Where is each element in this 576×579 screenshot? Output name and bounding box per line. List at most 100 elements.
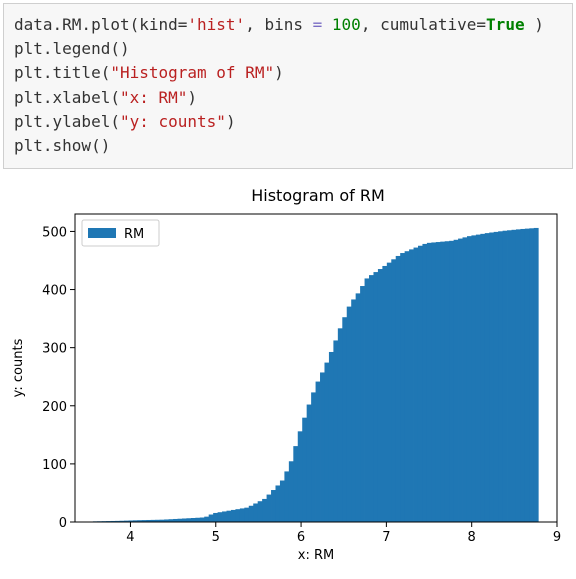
histogram-bar xyxy=(230,509,236,522)
histogram-bar xyxy=(382,265,388,522)
histogram-bar xyxy=(150,519,156,522)
histogram-bar xyxy=(164,519,170,522)
x-tick-label: 4 xyxy=(126,530,134,545)
histogram-bar xyxy=(511,229,517,523)
histogram-bar xyxy=(351,299,357,522)
code-token: plt.title( xyxy=(14,63,111,83)
histogram-bar xyxy=(177,518,183,522)
code-token: "x: RM" xyxy=(119,87,188,107)
histogram-bar xyxy=(328,351,334,522)
histogram-bar xyxy=(458,238,463,522)
histogram-bar xyxy=(155,519,161,522)
histogram-bar xyxy=(141,520,147,522)
histogram-bar xyxy=(431,242,437,522)
code-token: ) xyxy=(187,87,198,107)
histogram-bar xyxy=(137,520,143,522)
histogram-bar xyxy=(235,509,241,522)
histogram-bar xyxy=(453,239,459,522)
code-token: plt.show() xyxy=(14,136,111,156)
histogram-bar xyxy=(400,253,406,522)
code-token: True xyxy=(486,15,525,34)
x-tick-label: 6 xyxy=(297,530,305,545)
histogram-bar xyxy=(515,229,521,522)
histogram-bar xyxy=(217,512,223,522)
histogram-bar xyxy=(159,519,165,522)
histogram-bar xyxy=(320,372,325,522)
code-token: ) xyxy=(225,111,236,131)
y-tick-label: 400 xyxy=(42,284,67,299)
y-axis-ticks: 0 100 200 300 400 500 xyxy=(42,225,75,531)
histogram-bar xyxy=(422,243,428,523)
histogram-bar xyxy=(186,518,192,522)
histogram-bar xyxy=(311,392,316,522)
y-tick-label: 500 xyxy=(42,225,67,240)
code-token: "Histogram of RM" xyxy=(110,63,275,83)
histogram-bar xyxy=(248,505,254,522)
histogram-bar xyxy=(440,241,446,522)
histogram-bar xyxy=(190,517,196,522)
y-tick-label: 200 xyxy=(42,400,67,415)
histogram-bar xyxy=(373,272,379,522)
histogram-bars xyxy=(92,227,539,523)
code-token: ) xyxy=(274,63,284,83)
histogram-bar xyxy=(484,233,490,522)
x-tick-label: 8 xyxy=(468,530,476,545)
histogram-bar xyxy=(533,227,539,522)
histogram-bar xyxy=(124,520,129,522)
histogram-bar xyxy=(377,269,383,522)
code-token: = xyxy=(312,15,323,34)
histogram-bar xyxy=(271,490,276,522)
x-tick-label: 5 xyxy=(212,530,220,545)
histogram-bar xyxy=(449,240,455,523)
code-cell[interactable]: data.RM.plot(kind='hist', bins = 100, cu… xyxy=(3,3,573,169)
histogram-bar xyxy=(386,262,392,522)
histogram-bar xyxy=(417,245,423,522)
histogram-bar xyxy=(324,362,330,522)
histogram-bar xyxy=(498,231,504,522)
y-tick-label: 0 xyxy=(59,516,67,531)
chart-legend: RM xyxy=(81,219,160,247)
histogram-bar xyxy=(239,508,245,522)
histogram-bar xyxy=(502,230,508,522)
histogram-bar xyxy=(306,404,312,522)
code-lines: data.RM.plot(kind='hist', bins = 100, cu… xyxy=(14,13,562,158)
code-token: data.RM.plot(kind= xyxy=(14,15,188,34)
plot-frame xyxy=(74,213,558,523)
code-token: 'hist' xyxy=(187,15,246,34)
histogram-bar xyxy=(204,516,210,522)
histogram-bar xyxy=(507,230,512,522)
histogram-bar xyxy=(293,446,299,522)
histogram-bar xyxy=(266,494,272,522)
histogram-bar xyxy=(520,228,526,522)
histogram-bar xyxy=(342,317,348,522)
histogram-bar xyxy=(489,232,495,523)
histogram-bar xyxy=(284,471,290,522)
histogram-bar xyxy=(288,461,294,522)
code-token: plt.legend() xyxy=(14,39,130,59)
histogram-bar xyxy=(119,520,125,522)
histogram-bar xyxy=(471,235,477,522)
code-token: , bins xyxy=(245,15,313,34)
histogram-bar xyxy=(360,286,365,522)
histogram-bar xyxy=(222,511,227,522)
histogram-bar xyxy=(475,234,481,522)
histogram-bar xyxy=(529,228,535,522)
histogram-bar xyxy=(257,501,263,522)
y-tick-label: 300 xyxy=(42,342,67,357)
histogram-bar xyxy=(462,237,468,522)
histogram-bar xyxy=(279,480,285,522)
histogram-bar xyxy=(315,381,321,522)
legend-swatch xyxy=(88,228,116,238)
histogram-bar xyxy=(195,517,201,522)
chart-title: Histogram of RM xyxy=(251,186,385,205)
code-token: "y: counts" xyxy=(119,111,226,131)
histogram-bar xyxy=(493,231,499,522)
histogram-bar xyxy=(524,228,530,522)
histogram-bar xyxy=(208,514,214,522)
histogram-bar xyxy=(110,520,116,522)
histogram-bar xyxy=(333,340,339,522)
x-tick-label: 7 xyxy=(382,530,390,545)
histogram-bar xyxy=(404,251,410,522)
code-token: plt.ylabel( xyxy=(14,111,120,131)
